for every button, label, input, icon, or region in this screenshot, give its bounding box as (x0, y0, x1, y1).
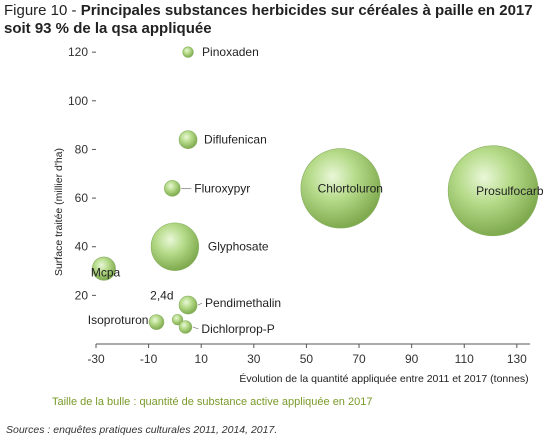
bubble-labels: Pinoxaden Diflufenican Fluroxypyr Glyphosat… (88, 45, 544, 336)
bubble-label: Mcpa (91, 266, 121, 280)
bubble-mcpa (91, 256, 116, 281)
bubble-label: Pendimethalin (205, 296, 281, 310)
x-axis-label: Évolution de la quantité appliquée entre… (239, 372, 528, 385)
x-tick-label: 90 (405, 352, 419, 366)
bubble-pinoxaden (182, 46, 194, 58)
y-tick-label: 80 (75, 142, 89, 156)
bubble-2-4d (171, 314, 184, 326)
y-tick-label: 100 (68, 94, 88, 108)
bubble-chlortoluron (300, 148, 381, 229)
x-tick-label: -10 (140, 352, 158, 366)
axes: -30 -10 10 30 50 70 90 110 130 20 40 60 80 100 120 (68, 45, 530, 366)
bubble-label: Fluroxypyr (194, 181, 250, 195)
y-tick-label: 20 (75, 288, 89, 302)
bubble-label: 2,4d (150, 289, 173, 303)
bubble-label: Diflufenican (204, 133, 267, 147)
y-axis-label: Surface traitée (millier d'ha) (53, 148, 65, 276)
bubble-label: Dichlorprop-P (201, 322, 274, 336)
label-leader-line (197, 302, 203, 306)
x-tick-label: 30 (247, 352, 261, 366)
x-tick-label: -30 (87, 352, 105, 366)
bubble-chart: -30 -10 10 30 50 70 90 110 130 20 40 60 80 100 120 Pin… (53, 45, 544, 385)
source-note: Sources : enquêtes pratiques culturales … (6, 424, 278, 436)
y-tick-label: 40 (75, 240, 89, 254)
title-subtitle: soit 93 % de la qsa appliquée (4, 20, 212, 37)
label-leader-line (192, 326, 199, 330)
y-tick-label: 120 (68, 45, 88, 59)
bubble-dichlorprop-p (178, 320, 193, 334)
bubble-size-note: Taille de la bulle : quantité de substan… (52, 396, 373, 408)
bubble-label: Glyphosate (208, 240, 269, 254)
title-main: Principales substances herbicides sur cé… (80, 2, 533, 19)
bubble-glyphosate (150, 222, 200, 271)
x-tick-label: 130 (507, 352, 527, 366)
x-tick-label: 70 (352, 352, 366, 366)
bubble-label: Isoproturon (88, 313, 149, 327)
chart-title: Figure 10 - Principales substances herbi… (4, 2, 556, 38)
x-tick-label: 110 (455, 352, 474, 366)
x-tick-label: 10 (195, 352, 209, 366)
figure-number: Figure 10 - (4, 2, 81, 19)
bubble-label: Prosulfocarb (476, 184, 544, 198)
x-tick-label: 50 (300, 352, 314, 366)
bubble-label: Pinoxaden (202, 45, 259, 59)
bubble-isoproturon (148, 314, 165, 330)
bubble-pendimethalin (178, 295, 198, 315)
y-tick-label: 60 (75, 191, 89, 205)
bubbles (91, 46, 539, 334)
bubble-label: Chlortoluron (318, 181, 383, 195)
bubble-diflufenican (178, 130, 198, 150)
bubble-fluroxypyr (164, 180, 181, 197)
bubble-prosulfocarb (447, 145, 539, 237)
